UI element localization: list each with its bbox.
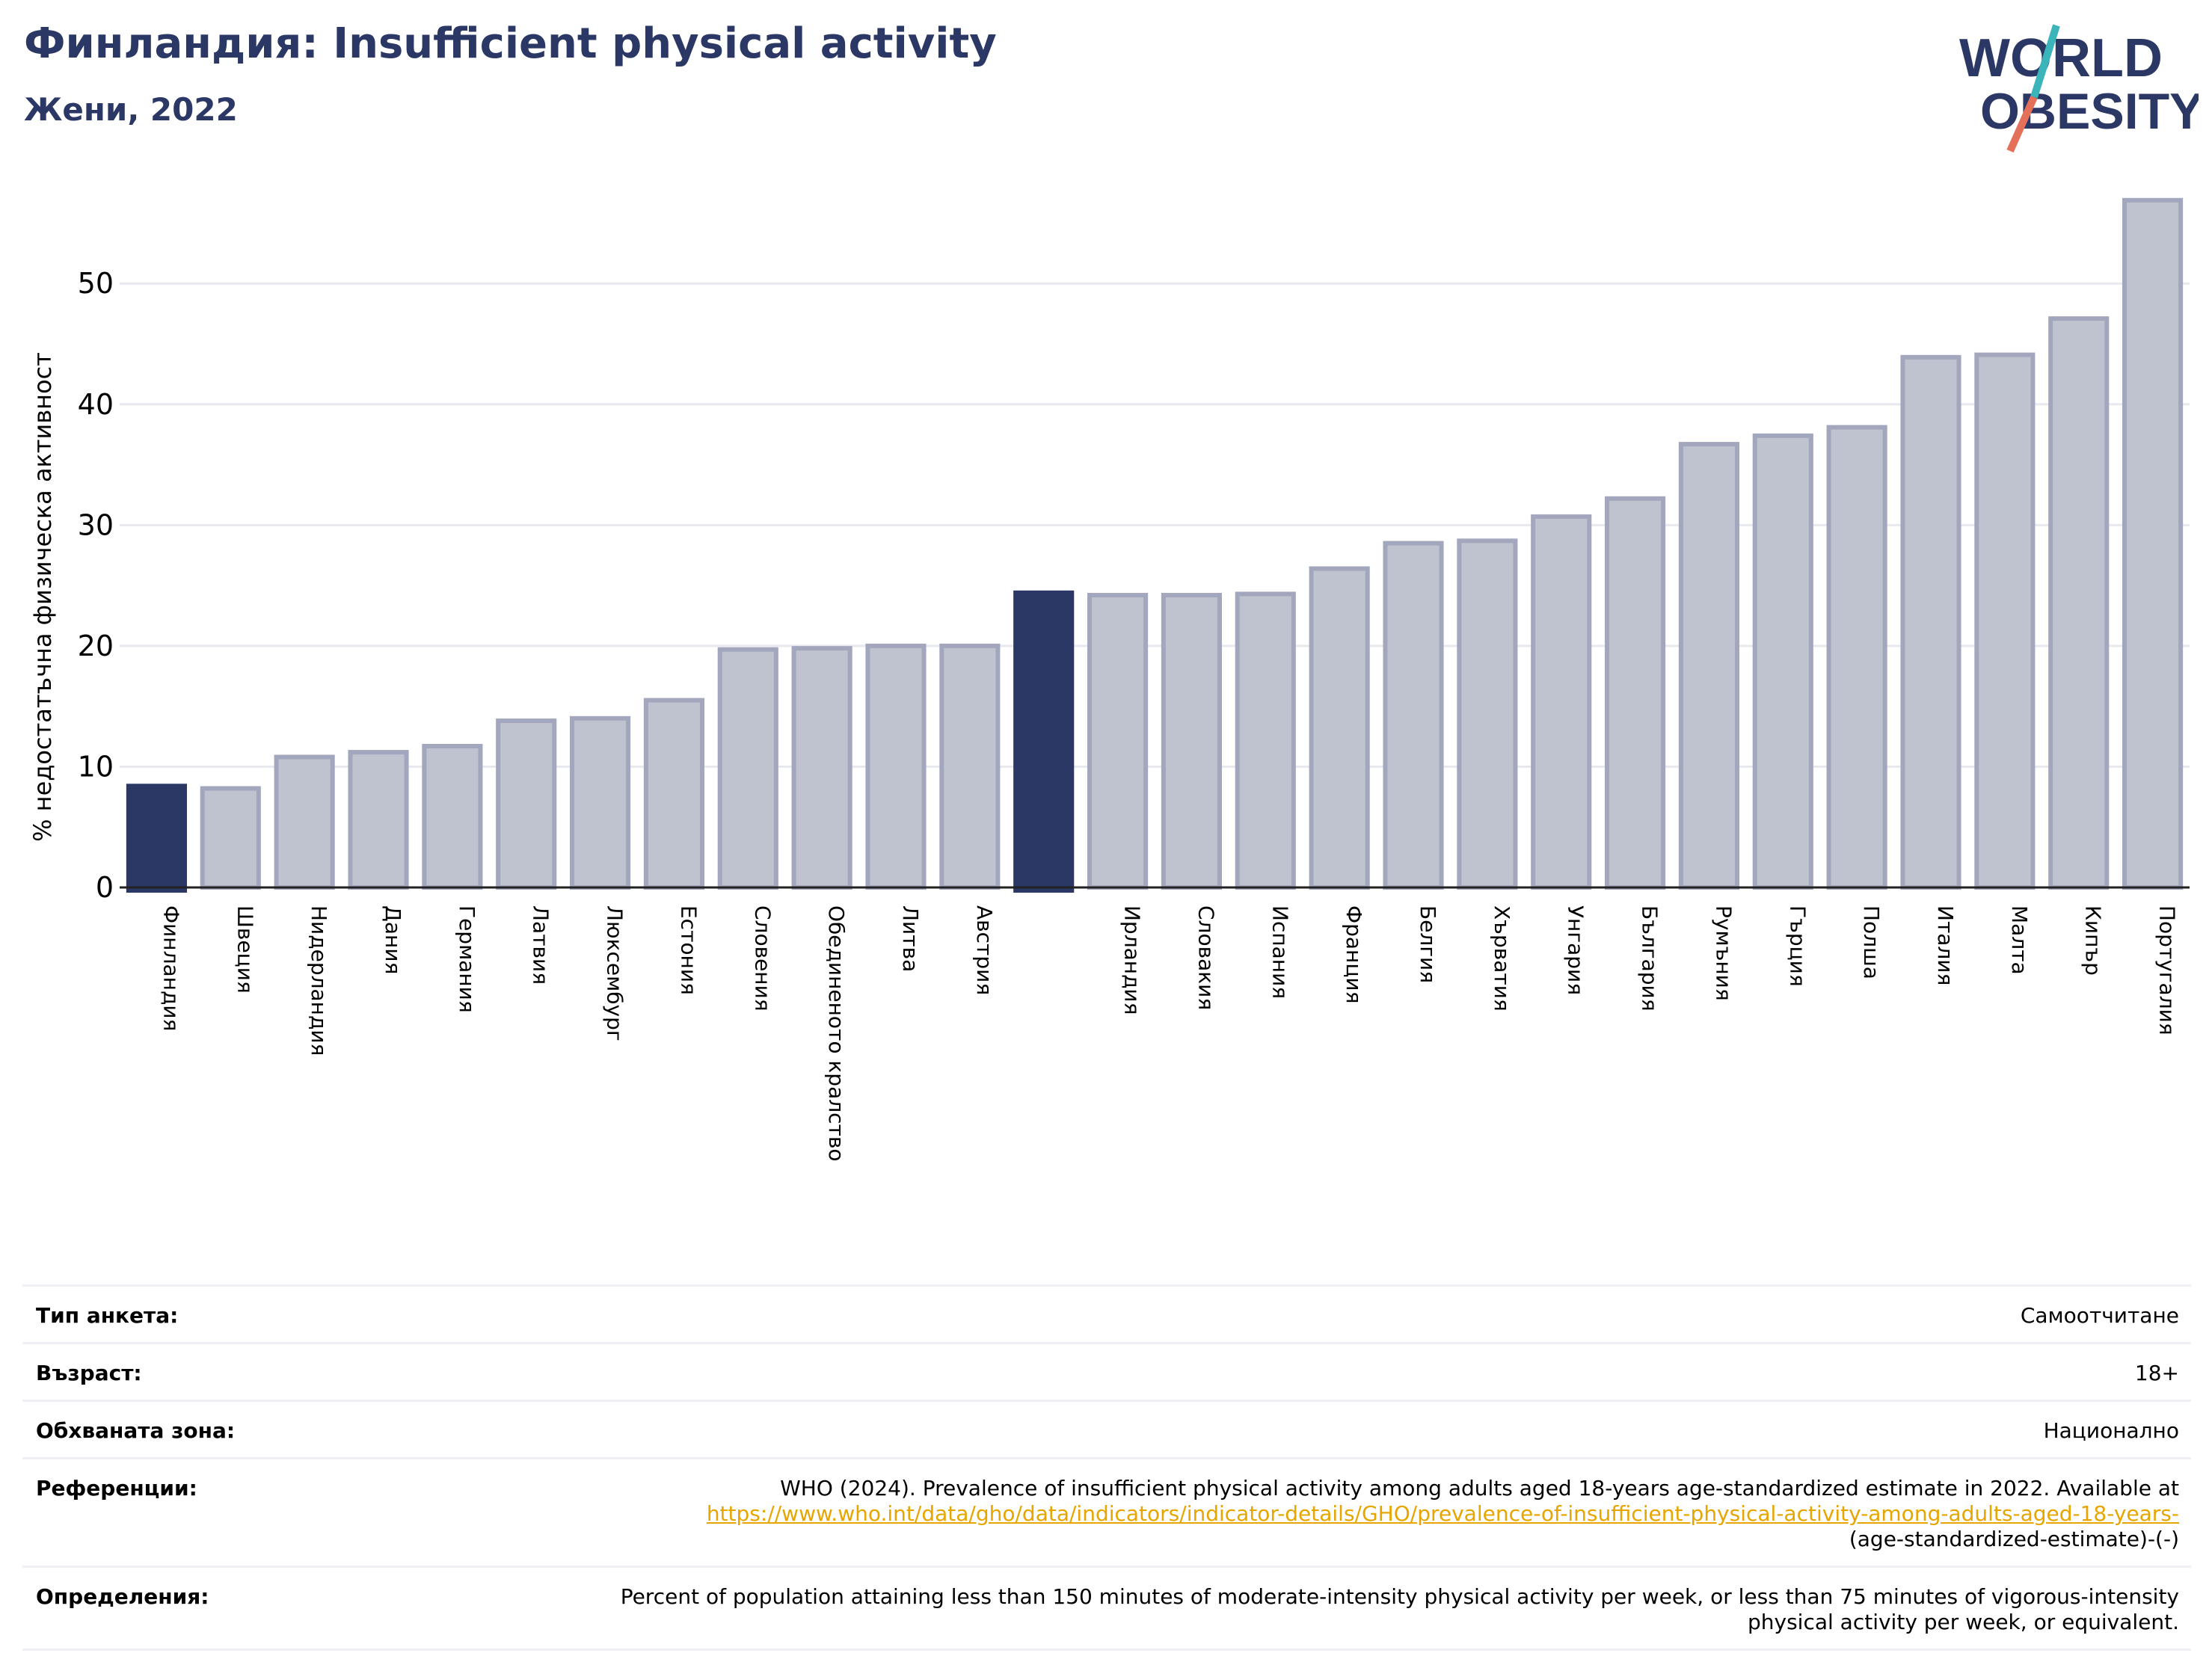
meta-label: Възраст:: [36, 1361, 142, 1385]
x-tick-label: Швеция: [233, 905, 257, 994]
world-obesity-logo: WORLD OBESITY: [1959, 24, 2199, 153]
bar: [1605, 496, 1666, 890]
bar: [274, 754, 335, 890]
meta-label: Референции:: [36, 1476, 197, 1501]
bar: [496, 718, 557, 890]
bar: [865, 643, 927, 890]
bar-chart: 0 10 20 30 40 50 Финландия Швеция Нидерландия Да…: [28, 197, 2190, 1161]
x-tick-label: Италия: [1933, 905, 1958, 985]
meta-label: Определения:: [36, 1584, 209, 1609]
y-tick-label: 40: [78, 388, 114, 421]
x-tick-label: Люксембург: [603, 905, 627, 1041]
logo-text-world: WORLD: [1959, 28, 2163, 88]
bar: [643, 698, 704, 890]
bar: [791, 646, 852, 890]
bar: [1457, 538, 1518, 890]
bar: [1752, 433, 1813, 890]
x-tick-label: Нидерландия: [307, 905, 331, 1056]
x-tick-label: Словения: [750, 905, 775, 1012]
x-tick-label: Словакия: [1193, 905, 1218, 1010]
x-tick-label: Ирландия: [1120, 905, 1145, 1015]
meta-row-definitions: Определения: Percent of population attai…: [22, 1566, 2191, 1651]
x-tick-label: Малта: [2007, 905, 2032, 975]
bar: [939, 643, 1001, 890]
bar: [200, 786, 261, 890]
meta-value: 18+: [2134, 1361, 2179, 1385]
x-tick-label: Белгия: [1416, 905, 1440, 983]
logo-slash-red: [2006, 95, 2038, 153]
bar: [570, 715, 631, 890]
x-tick-label: Латвия: [529, 905, 553, 985]
bar: [126, 784, 187, 893]
bar: [348, 750, 409, 890]
bar: [1161, 593, 1222, 890]
x-tick-label: България: [1638, 905, 1662, 1012]
chart-title: Финландия: Insufficient physical activit…: [24, 19, 997, 68]
bar: [1826, 425, 1887, 890]
x-tick-label: Литва: [898, 905, 923, 972]
x-tick-label: Унгария: [1564, 905, 1588, 995]
metadata-table: Тип анкета: Самоотчитане Възраст: 18+ Об…: [22, 1284, 2191, 1651]
bar: [1531, 514, 1592, 890]
bar: [1383, 541, 1444, 890]
bar: [2122, 197, 2184, 890]
y-tick-label: 50: [78, 267, 114, 300]
y-tick-label: 30: [78, 508, 114, 541]
y-axis-ticks: 0 10 20 30 40 50: [78, 267, 114, 904]
meta-label: Тип анкета:: [36, 1303, 179, 1328]
meta-value: WHO (2024). Prevalence of insufficient p…: [22, 1459, 2191, 1566]
bar: [1013, 590, 1075, 893]
x-tick-label: Испания: [1268, 905, 1292, 999]
x-tick-label: Австрия: [972, 905, 997, 995]
bar: [1087, 593, 1149, 890]
logo-slash-teal: [2030, 24, 2060, 99]
x-tick-label: Румъния: [1711, 905, 1736, 1001]
bar: [1309, 566, 1370, 890]
x-axis-labels: Финландия Швеция Нидерландия Дания Германия Л…: [159, 905, 2179, 1161]
bar: [717, 647, 778, 890]
x-tick-label: Обединеното кралство: [824, 905, 849, 1161]
x-tick-label: Германия: [455, 905, 479, 1013]
meta-row-area: Обхваната зона: Национално: [22, 1400, 2191, 1457]
reference-tail: (age-standardized-estimate)-(-): [1849, 1527, 2179, 1551]
meta-label: Обхваната зона:: [36, 1418, 236, 1443]
meta-value: Percent of population attaining less tha…: [620, 1584, 2179, 1634]
meta-value: Национално: [2043, 1418, 2179, 1443]
reference-link[interactable]: https://www.who.int/data/gho/data/indica…: [706, 1501, 2179, 1526]
chart-subtitle: Жени, 2022: [24, 91, 238, 128]
bar: [1235, 591, 1296, 890]
reference-text: WHO (2024). Prevalence of insufficient p…: [780, 1476, 2179, 1501]
meta-row-survey-type: Тип анкета: Самоотчитане: [22, 1284, 2191, 1342]
x-tick-label: Финландия: [159, 905, 183, 1031]
y-tick-label: 10: [78, 750, 114, 783]
y-tick-label: 0: [96, 871, 114, 904]
bar: [422, 743, 483, 890]
bar: [2048, 316, 2110, 890]
x-tick-label: Франция: [1342, 905, 1366, 1003]
x-tick-label: Португалия: [2155, 905, 2180, 1035]
bar: [1900, 354, 1961, 890]
bar: [1974, 352, 2036, 890]
y-tick-label: 20: [78, 630, 114, 662]
x-tick-label: Полша: [1859, 905, 1884, 979]
meta-value: Самоотчитане: [2020, 1303, 2179, 1328]
x-tick-label: Кипър: [2081, 905, 2106, 976]
bars: [126, 197, 2184, 893]
x-tick-label: Гърция: [1785, 905, 1810, 987]
x-tick-label: Хърватия: [1490, 905, 1514, 1012]
x-tick-label: Естония: [676, 905, 701, 995]
x-tick-label: Дания: [381, 905, 405, 974]
y-axis-label: % недостатъчна физическа активност: [28, 352, 57, 842]
meta-row-references: Референции: WHO (2024). Prevalence of in…: [22, 1457, 2191, 1566]
meta-row-age: Възраст: 18+: [22, 1342, 2191, 1400]
bar: [1678, 442, 1739, 890]
